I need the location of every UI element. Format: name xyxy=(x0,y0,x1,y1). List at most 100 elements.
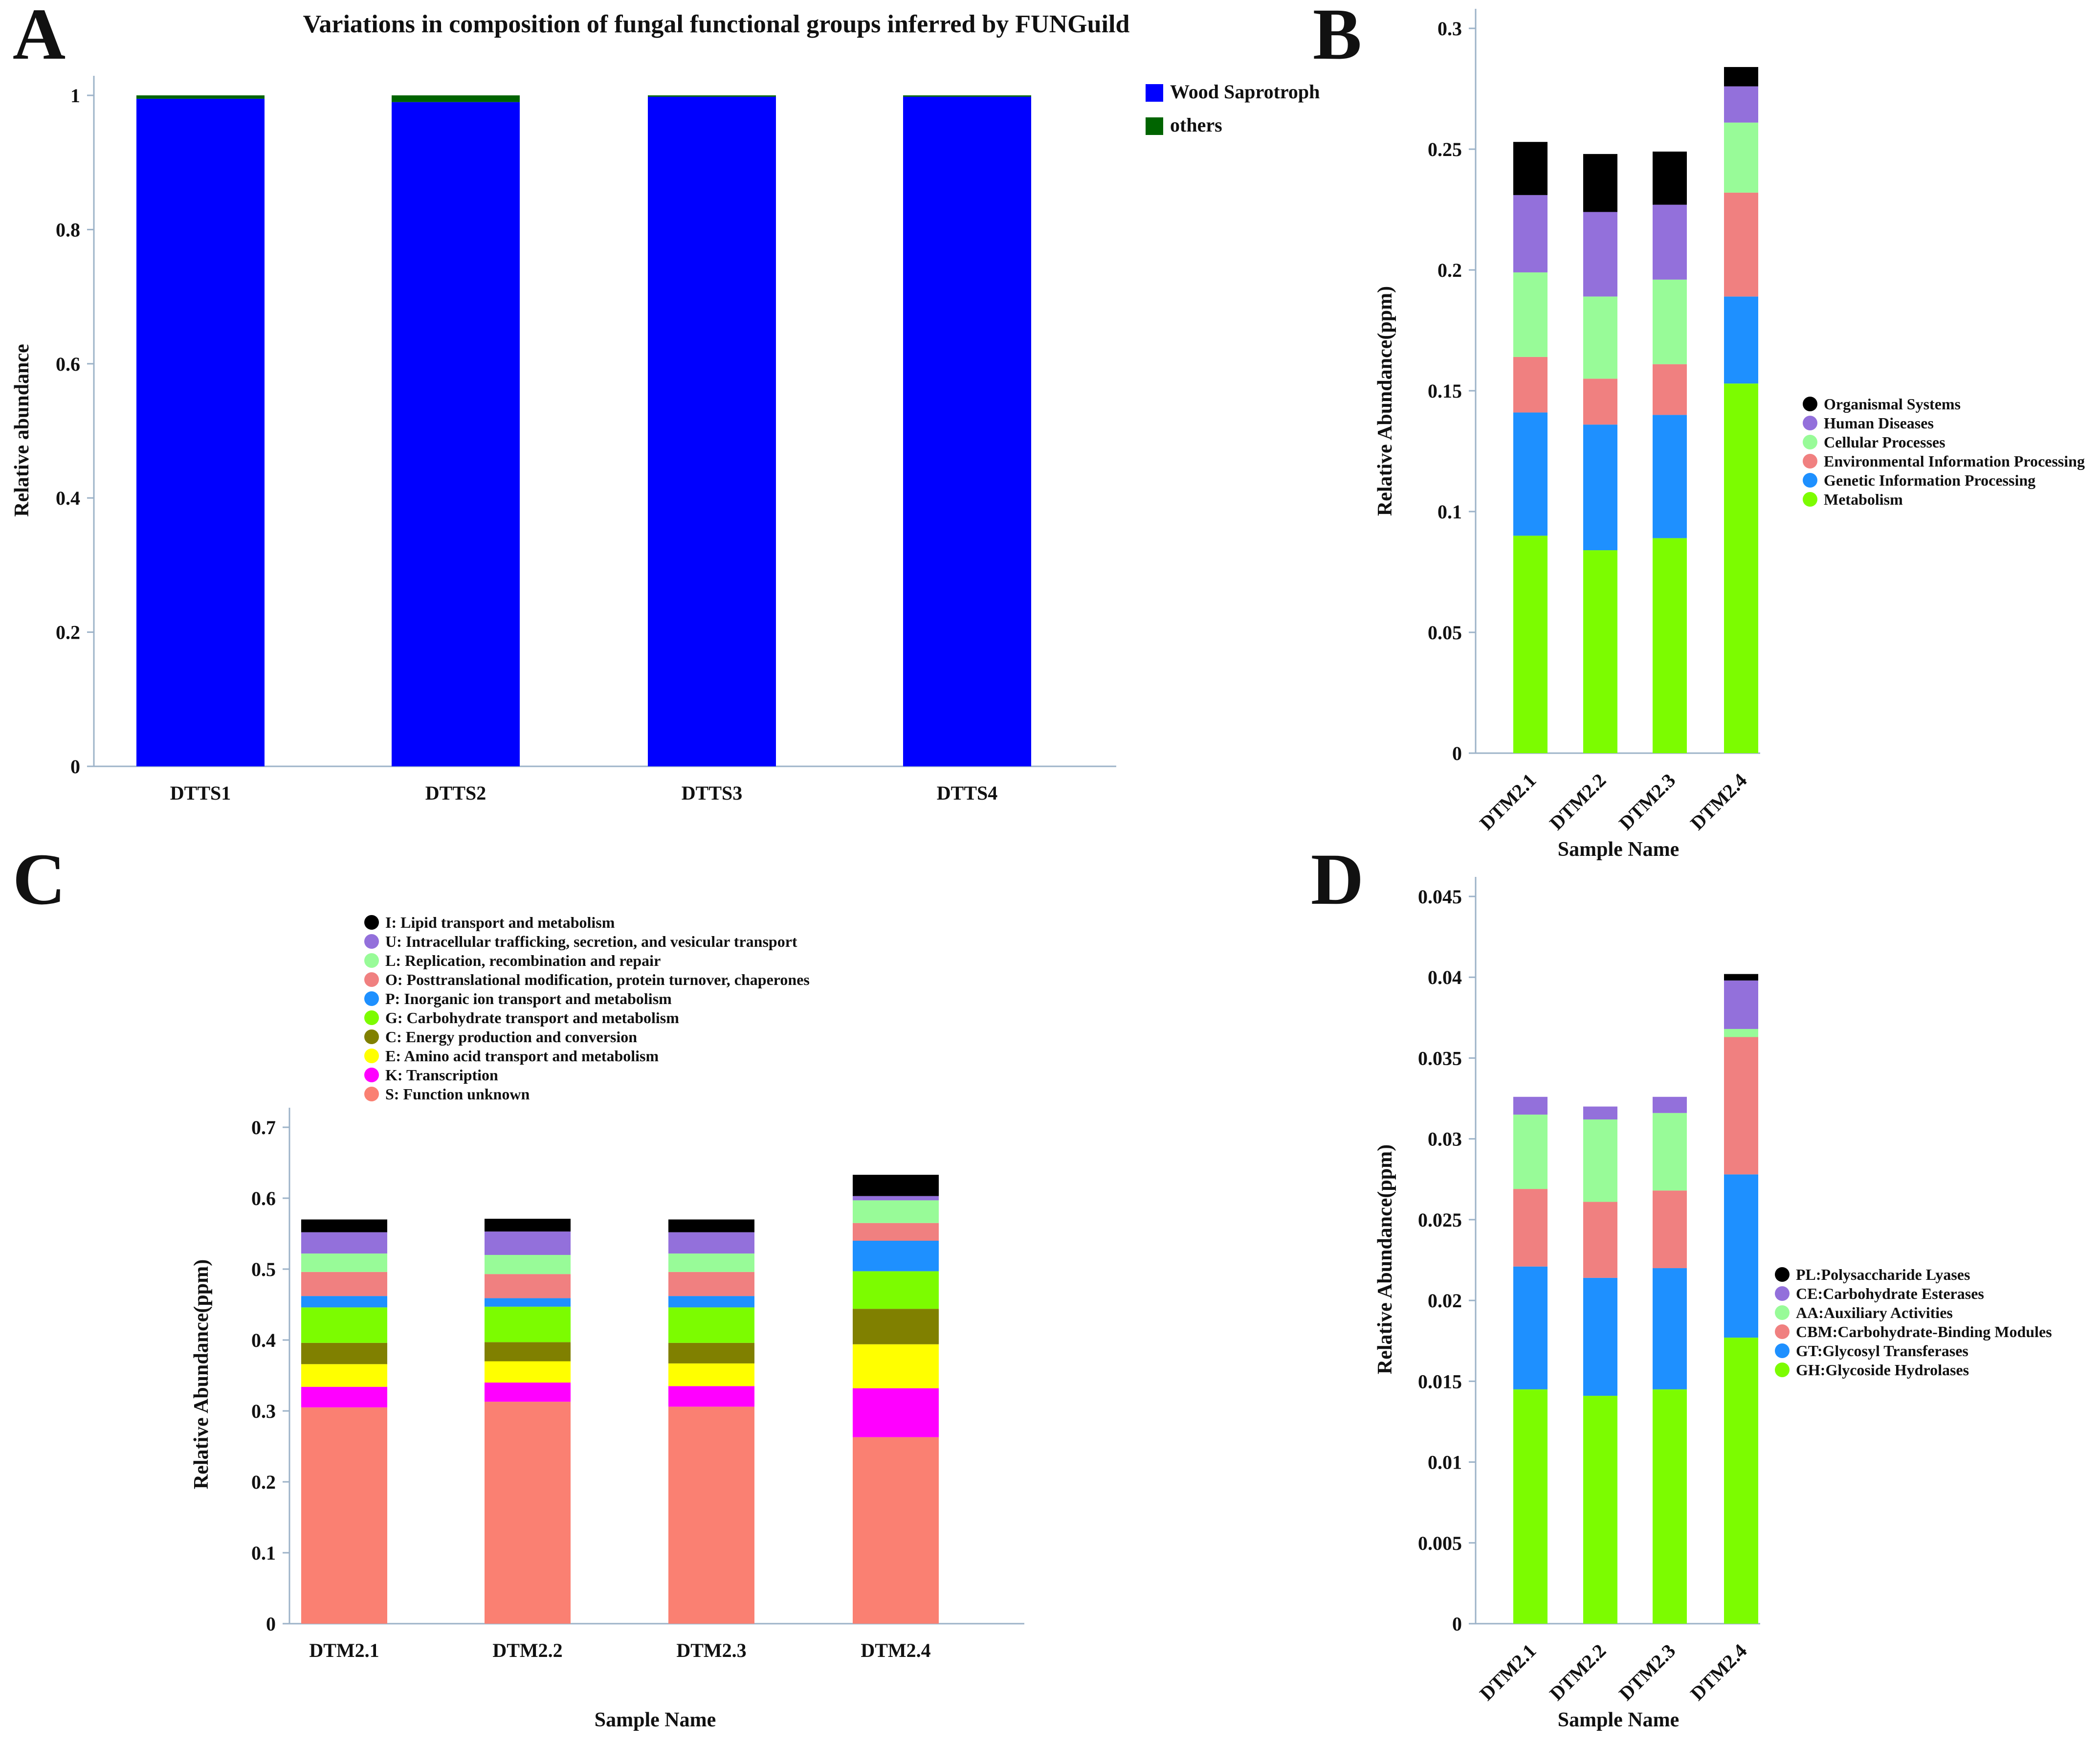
legend-label: C: Energy production and conversion xyxy=(385,1028,637,1046)
legend-swatch xyxy=(1146,117,1163,135)
bar-segment xyxy=(136,98,265,767)
bar-segment xyxy=(1513,1189,1547,1267)
x-tick-label: DTTS2 xyxy=(425,782,486,804)
bar-segment xyxy=(853,1271,939,1309)
legend-swatch xyxy=(1775,1267,1790,1282)
bar-segment xyxy=(1653,1190,1687,1269)
legend-label: U: Intracellular trafficking, secretion,… xyxy=(385,933,797,950)
bar-segment xyxy=(1513,1389,1547,1624)
legend-swatch xyxy=(1146,84,1163,102)
bar-segment xyxy=(485,1219,571,1232)
legend-label: PL:Polysaccharide Lyases xyxy=(1796,1266,1970,1283)
bar-segment xyxy=(853,1344,939,1388)
y-tick-label: 0.035 xyxy=(1418,1047,1462,1069)
bar-segment xyxy=(1583,1202,1617,1278)
x-tick-label: DTM2.2 xyxy=(1545,769,1610,834)
bar-segment xyxy=(1653,538,1687,753)
legend-label: Genetic Information Processing xyxy=(1824,471,2035,489)
bar-segment xyxy=(1583,425,1617,551)
legend: PL:Polysaccharide Lyases CE:Carbohydrate … xyxy=(1775,1266,2052,1379)
legend-swatch xyxy=(364,934,379,949)
x-axis-label: Sample Name xyxy=(1558,838,1679,861)
y-tick-label: 0.25 xyxy=(1428,138,1462,160)
bar-segment xyxy=(1513,357,1547,413)
bar-segment xyxy=(668,1253,754,1272)
y-tick-label: 0.01 xyxy=(1428,1452,1462,1474)
bar-segment xyxy=(485,1255,571,1274)
y-tick-label: 0 xyxy=(70,756,80,778)
y-tick-label: 0.3 xyxy=(251,1400,276,1422)
bar-segment xyxy=(648,96,776,766)
bar-segment xyxy=(1513,536,1547,753)
x-tick-label: DTM2.4 xyxy=(1686,769,1751,834)
x-tick-label: DTM2.4 xyxy=(1686,1640,1751,1705)
x-tick-label: DTM2.3 xyxy=(1614,769,1680,834)
panel-letter: A xyxy=(13,0,66,75)
bar-segment xyxy=(485,1274,571,1298)
y-tick-label: 0.025 xyxy=(1418,1209,1462,1231)
bar-segment xyxy=(1513,195,1547,272)
bar-segment xyxy=(1653,1389,1687,1624)
y-tick-label: 0.6 xyxy=(251,1187,276,1209)
chart-panel-c: C 0 0.1 0.2 0.3 0.4 0.5 0.6 0.7 Relative Abundanc… xyxy=(13,839,1024,1731)
bar-segment xyxy=(485,1298,571,1307)
legend-label: K: Transcription xyxy=(385,1066,498,1084)
legend-swatch xyxy=(364,1029,379,1044)
bar-segment xyxy=(1653,204,1687,280)
legend-swatch xyxy=(1803,492,1817,507)
bar-segment xyxy=(301,1307,387,1343)
legend-swatch xyxy=(1775,1343,1790,1358)
y-axis-label: Relative abundance xyxy=(11,344,33,517)
legend-label: P: Inorganic ion transport and metabolis… xyxy=(385,990,672,1007)
y-tick-label: 0.1 xyxy=(251,1542,276,1564)
legend-swatch xyxy=(364,953,379,968)
x-axis-label: Sample Name xyxy=(1558,1709,1679,1731)
legend-label: Organismal Systems xyxy=(1824,395,1961,413)
legend: Wood Saprotroph others xyxy=(1146,81,1320,136)
bar-segment xyxy=(1583,379,1617,425)
bar-segment xyxy=(1583,1106,1617,1120)
y-tick-label: 0.045 xyxy=(1418,886,1462,908)
legend-label: GT:Glycosyl Transferases xyxy=(1796,1342,1968,1360)
legend-swatch xyxy=(1775,1286,1790,1301)
bar-segment xyxy=(1653,1096,1687,1113)
bar-segment xyxy=(1513,1115,1547,1189)
x-tick-label: DTM2.1 xyxy=(309,1639,379,1661)
y-tick-label: 0 xyxy=(1452,742,1462,764)
chart-panel-b: B 0 0.05 0.1 0.15 0.2 0.25 0.3 Relative Abundanc… xyxy=(1313,0,2085,861)
bar-segment xyxy=(853,1309,939,1344)
y-axis-label: Relative Abundance(ppm) xyxy=(1374,1144,1396,1374)
bar-segment xyxy=(853,1175,939,1196)
bar-segment xyxy=(1724,1174,1758,1338)
y-tick-label: 0.6 xyxy=(56,353,80,375)
bar-segment xyxy=(853,1223,939,1241)
bar-segment xyxy=(485,1231,571,1255)
legend-swatch xyxy=(364,991,379,1006)
bar-segment xyxy=(903,96,1031,766)
legend-label: Human Diseases xyxy=(1824,414,1934,432)
x-tick-label: DTM2.3 xyxy=(676,1639,746,1661)
bar-segment xyxy=(668,1363,754,1386)
bar-segment xyxy=(668,1219,754,1232)
legend-label: Wood Saprotroph xyxy=(1170,81,1320,103)
bar-segment xyxy=(301,1232,387,1254)
bar-segment xyxy=(1513,272,1547,357)
legend-label: L: Replication, recombination and repair xyxy=(385,952,661,969)
y-tick-label: 0.02 xyxy=(1428,1290,1462,1312)
bar-segment xyxy=(1583,550,1617,753)
bar-segment xyxy=(1583,1277,1617,1396)
bar-segment xyxy=(1724,122,1758,193)
legend-swatch xyxy=(364,1068,379,1082)
legend-swatch xyxy=(364,1087,379,1101)
bar-segment xyxy=(853,1196,939,1201)
legend: I: Lipid transport and metabolism U: Intr… xyxy=(364,914,810,1103)
bar-segment xyxy=(1724,67,1758,87)
legend-swatch xyxy=(1803,435,1817,449)
bar-segment xyxy=(1513,1096,1547,1115)
bar-segment xyxy=(485,1361,571,1383)
y-tick-label: 0.04 xyxy=(1428,966,1462,988)
bar-segment xyxy=(668,1342,754,1363)
x-tick-label: DTTS3 xyxy=(682,782,743,804)
